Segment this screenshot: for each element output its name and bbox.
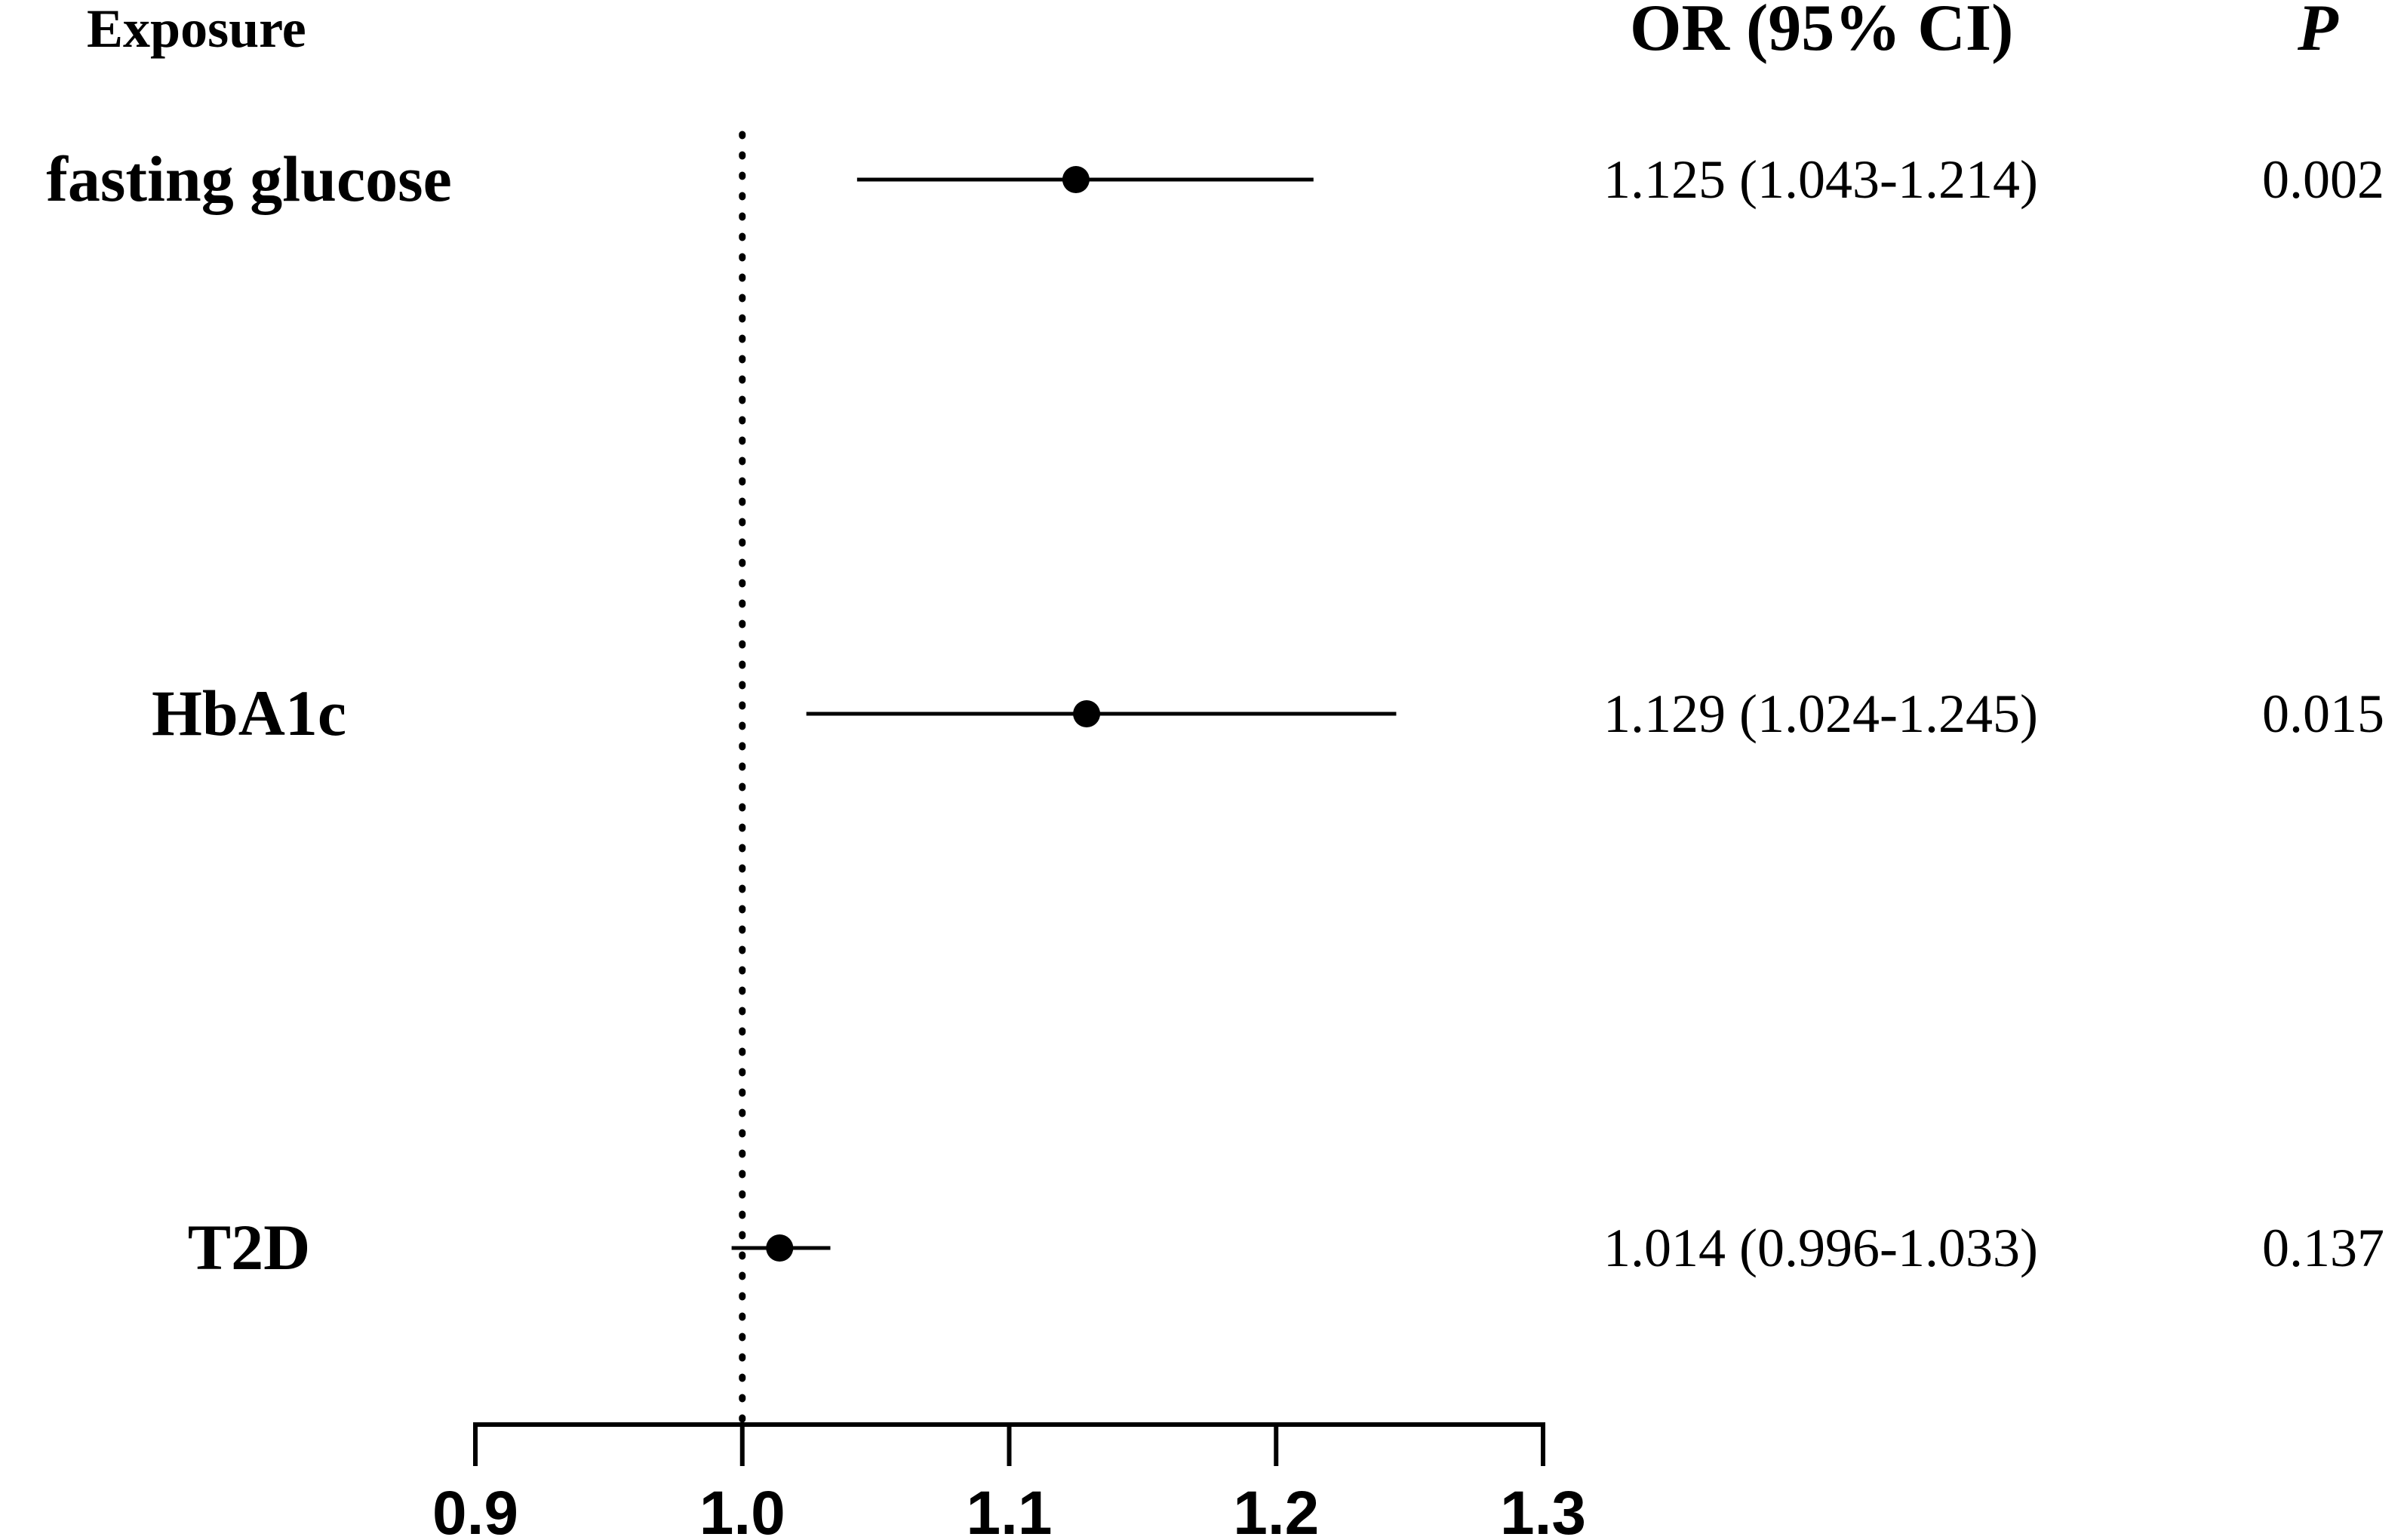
x-tick-label: 1.0 [699, 1479, 785, 1540]
p-value: 0.015 [2262, 684, 2384, 744]
x-tick-label: 1.2 [1233, 1479, 1319, 1540]
point-estimate [766, 1234, 794, 1262]
or-ci-value: 1.014 (0.996-1.033) [1603, 1218, 2038, 1278]
x-tick-label: 1.1 [967, 1479, 1053, 1540]
header-exposure: Exposure [87, 0, 306, 59]
x-tick-label: 0.9 [432, 1479, 518, 1540]
p-value: 0.137 [2262, 1218, 2384, 1278]
or-ci-value: 1.129 (1.024-1.245) [1603, 684, 2038, 744]
or-ci-value: 1.125 (1.043-1.214) [1603, 149, 2038, 210]
exposure-label: T2D [188, 1211, 310, 1283]
exposure-label: fasting glucose [46, 143, 452, 215]
point-estimate [1073, 700, 1101, 727]
point-estimate [1062, 166, 1090, 193]
x-tick-label: 1.3 [1500, 1479, 1586, 1540]
header-or-ci: OR (95% CI) [1630, 0, 2013, 65]
exposure-label: HbA1c [152, 677, 346, 749]
p-value: 0.002 [2262, 149, 2384, 210]
plot-area: fasting glucose 1.125 (1.043-1.214) 0.002 H… [46, 131, 2384, 1540]
header-p: P [2297, 0, 2339, 65]
